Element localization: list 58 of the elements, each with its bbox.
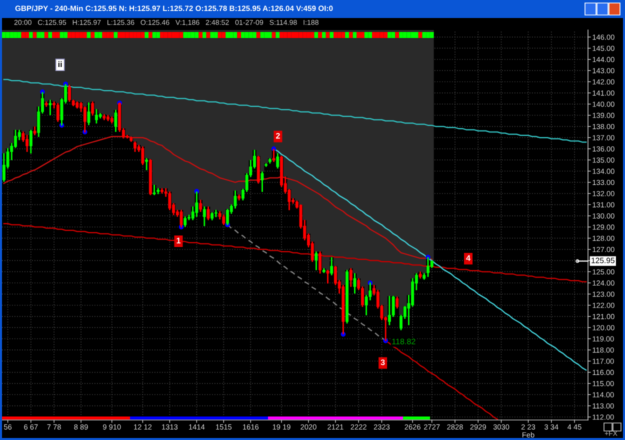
annotation: 2	[276, 132, 280, 139]
annotation: 4	[466, 255, 470, 261]
annotation: 3	[380, 359, 385, 366]
candlestick	[349, 268, 352, 287]
candlestick	[396, 296, 399, 309]
candlestick	[106, 114, 110, 122]
candlestick	[130, 136, 133, 142]
candlestick	[314, 251, 318, 270]
candlestick	[199, 200, 202, 212]
candlestick	[145, 158, 148, 170]
annotation: 118.82	[392, 338, 416, 344]
candlestick	[256, 156, 260, 184]
candlestick	[91, 101, 94, 116]
candlestick	[156, 188, 160, 194]
candlestick	[184, 216, 187, 227]
candlestick	[322, 268, 326, 274]
candlestick	[94, 109, 98, 124]
line-series	[226, 224, 386, 342]
candlestick	[87, 102, 90, 126]
line-series	[3, 223, 587, 282]
candlestick	[83, 106, 86, 133]
annotation: 1	[176, 238, 181, 244]
candlestick	[180, 210, 183, 228]
candlestick	[29, 130, 32, 154]
candlestick	[33, 126, 36, 136]
candlestick	[318, 251, 322, 274]
candlestick	[222, 214, 226, 225]
candlestick	[260, 171, 264, 192]
candlestick	[210, 212, 214, 220]
candlestick	[206, 206, 210, 220]
candlestick	[330, 257, 334, 276]
candlestick	[264, 163, 268, 167]
candlestick	[276, 153, 280, 169]
annotation: ii	[58, 61, 62, 67]
line-series	[3, 78, 587, 143]
candlestick	[214, 210, 218, 218]
candlestick	[388, 296, 391, 326]
candlestick	[326, 270, 330, 284]
candlestick	[346, 270, 349, 324]
candlestick	[148, 159, 152, 196]
candlestick	[238, 194, 241, 200]
candlestick	[114, 110, 118, 132]
candlestick	[160, 188, 164, 194]
candlestick	[353, 273, 356, 294]
candlestick	[102, 114, 106, 120]
candlestick	[268, 158, 272, 164]
candlestick	[418, 272, 422, 279]
candlestick	[44, 101, 48, 107]
candlestick	[110, 116, 114, 124]
candlestick	[202, 206, 206, 226]
candlestick	[56, 103, 60, 122]
candlestick	[26, 134, 29, 152]
candlestick	[76, 101, 79, 109]
candlestick	[48, 100, 52, 116]
candlestick	[134, 141, 136, 152]
candlestick	[141, 146, 144, 166]
candlestick	[152, 184, 156, 196]
candlestick	[226, 208, 230, 226]
